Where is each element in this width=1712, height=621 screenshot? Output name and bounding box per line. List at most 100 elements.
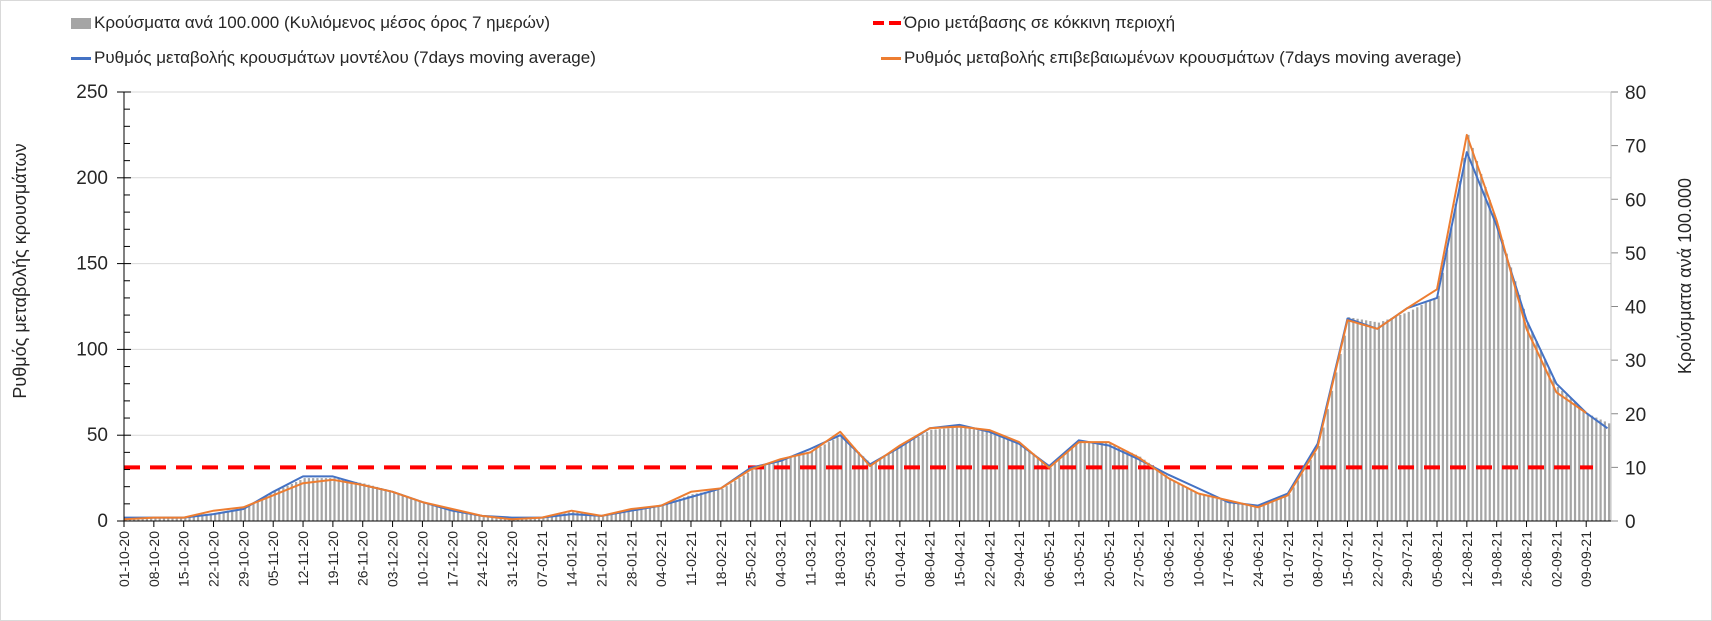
- bar: [1041, 460, 1044, 521]
- bar: [597, 515, 600, 521]
- bar: [427, 503, 430, 521]
- bar: [137, 518, 140, 521]
- bar: [1237, 503, 1240, 521]
- bar: [1467, 134, 1470, 521]
- bar: [657, 505, 660, 521]
- legend-bars: Κρούσματα ανά 100.000 (Κυλιόμενος μέσος …: [71, 13, 550, 33]
- bar: [648, 506, 652, 521]
- bar: [1403, 313, 1406, 521]
- left-axis-title: Ρυθμός μεταβολής κρουσμάτων: [10, 143, 30, 398]
- bar: [789, 457, 792, 521]
- bar: [572, 511, 575, 521]
- bar: [175, 517, 178, 521]
- bar: [1011, 440, 1014, 521]
- bar: [1377, 322, 1381, 521]
- bar: [725, 486, 728, 521]
- bar: [836, 437, 839, 521]
- bar: [435, 505, 438, 521]
- bar: [265, 496, 268, 521]
- bar: [977, 430, 980, 521]
- x-tick-label: 31-12-20: [504, 531, 520, 587]
- x-tick-label: 22-07-21: [1369, 531, 1385, 587]
- bar: [913, 439, 916, 521]
- bar: [188, 517, 191, 521]
- left-tick-label: 250: [76, 82, 108, 103]
- bar: [316, 478, 319, 521]
- bar: [1045, 463, 1048, 521]
- bar: [1271, 501, 1274, 521]
- bar: [1522, 308, 1525, 521]
- x-tick-label: 18-02-21: [713, 531, 729, 587]
- bar: [350, 481, 353, 521]
- bar: [1122, 448, 1125, 521]
- bar: [955, 427, 958, 521]
- x-tick-label: 12-08-21: [1459, 531, 1475, 587]
- bar: [1224, 501, 1227, 521]
- bar: [1394, 316, 1398, 521]
- bar: [704, 491, 707, 521]
- bar: [849, 443, 852, 521]
- bar: [781, 459, 784, 521]
- bar: [593, 514, 596, 521]
- bar: [1573, 402, 1577, 521]
- bar: [542, 518, 545, 521]
- bar: [162, 517, 166, 521]
- bar: [1092, 441, 1095, 521]
- bar: [1049, 467, 1052, 521]
- bar: [1561, 390, 1564, 521]
- bar: [529, 518, 532, 521]
- bar: [653, 506, 656, 521]
- bar: [981, 430, 984, 521]
- bar: [1399, 314, 1402, 521]
- right-tick-label: 0: [1625, 512, 1636, 533]
- bar: [1527, 322, 1530, 521]
- bar: [1275, 499, 1278, 521]
- bar: [989, 432, 993, 521]
- bar: [269, 493, 272, 521]
- bar: [329, 478, 332, 521]
- x-tick-label: 24-06-21: [1250, 531, 1266, 587]
- x-tick-label: 11-02-21: [683, 531, 699, 586]
- bar: [1305, 466, 1308, 521]
- bar: [1173, 480, 1176, 521]
- left-tick-label: 0: [97, 511, 108, 532]
- right-tick-label: 10: [1625, 458, 1646, 479]
- bar: [793, 455, 796, 521]
- bar: [934, 429, 937, 521]
- x-tick-label: 14-01-21: [564, 531, 580, 587]
- bar: [610, 513, 613, 521]
- bar: [695, 493, 698, 521]
- bar: [410, 497, 413, 521]
- bar: [1053, 463, 1057, 521]
- bar: [260, 498, 264, 521]
- bar: [397, 493, 400, 521]
- bar: [205, 514, 208, 521]
- bar: [1126, 450, 1129, 521]
- bar: [729, 483, 733, 521]
- x-tick-label: 19-11-20: [325, 531, 341, 586]
- bar: [290, 483, 293, 521]
- x-tick-label: 11-03-21: [802, 531, 818, 586]
- bar: [900, 445, 903, 521]
- bar: [1292, 487, 1295, 521]
- x-tick-label: 01-04-21: [892, 531, 908, 587]
- x-tick-label: 05-11-20: [265, 531, 281, 586]
- bar: [810, 451, 814, 521]
- bar: [1066, 452, 1069, 521]
- bar: [1198, 494, 1201, 521]
- x-tick-label: 04-02-21: [653, 531, 669, 587]
- bar: [661, 504, 664, 521]
- bar: [785, 458, 788, 521]
- bar: [1313, 452, 1317, 521]
- x-tick-label: 08-04-21: [922, 531, 938, 587]
- bar: [1441, 272, 1444, 521]
- bar: [1608, 423, 1611, 521]
- bar: [1505, 253, 1508, 522]
- bar: [925, 432, 929, 521]
- bar: [1194, 491, 1197, 521]
- bar: [623, 511, 626, 521]
- bar: [1365, 320, 1368, 521]
- bar: [559, 514, 562, 521]
- x-tick-label: 17-06-21: [1220, 531, 1236, 587]
- bar: [1002, 437, 1005, 521]
